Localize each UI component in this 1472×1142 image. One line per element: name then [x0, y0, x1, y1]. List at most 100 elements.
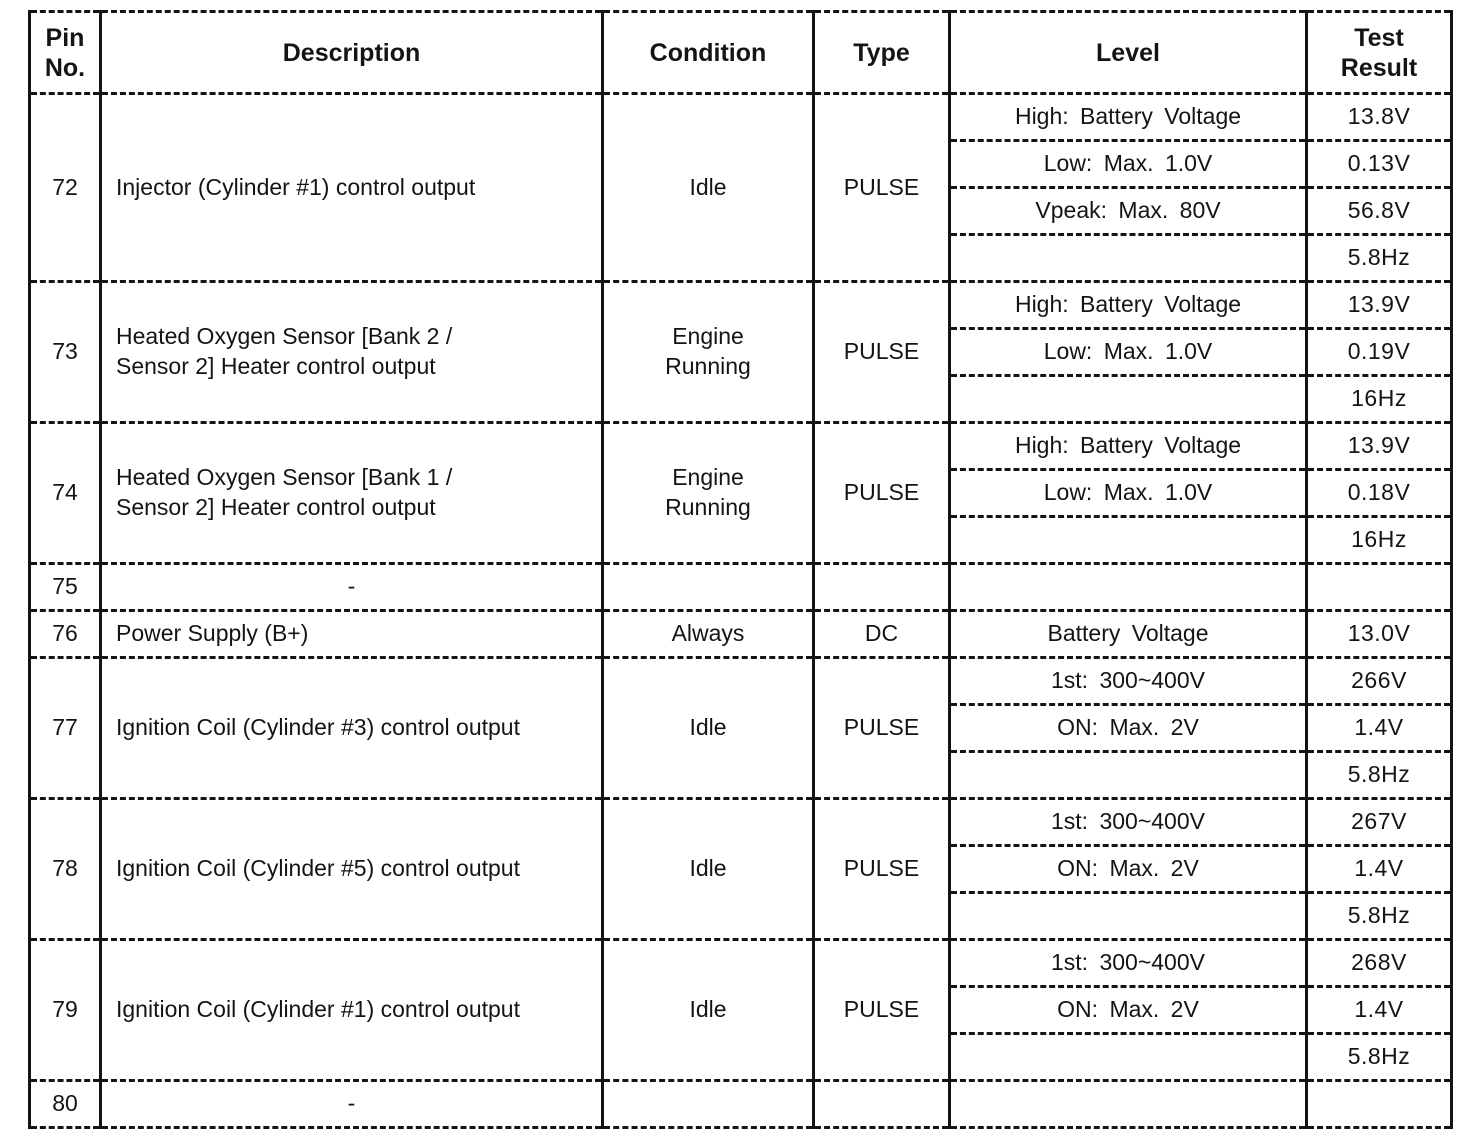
- table-body: 72 Injector (Cylinder #1) control output I…: [28, 92, 1453, 1129]
- level-cell: [948, 515, 1308, 565]
- pin-cell: 77: [28, 656, 102, 800]
- table-row: 80-: [28, 1079, 1453, 1129]
- type-cell: PULSE: [812, 421, 951, 565]
- pin-cell: 79: [28, 938, 102, 1082]
- header-row: Pin No. Description Condition Type Level Test…: [28, 10, 1453, 95]
- result-cell: 13.9V: [1305, 421, 1453, 471]
- result-cell: 0.13V: [1305, 139, 1453, 189]
- header-pin: Pin No.: [28, 10, 102, 95]
- type-cell: PULSE: [812, 92, 951, 283]
- table-row: 5.8Hz: [30, 1032, 1453, 1082]
- result-cell: 5.8Hz: [1305, 891, 1453, 941]
- result-cell: [1305, 1079, 1453, 1129]
- header-type: Type: [812, 10, 951, 95]
- result-cell: 267V: [1305, 797, 1453, 847]
- result-cell: 1.4V: [1305, 844, 1453, 894]
- table-row: 72 Injector (Cylinder #1) control output I…: [28, 92, 1453, 283]
- table-row: Low: Max. 1.0V 0.18V: [30, 468, 1453, 518]
- result-cell: 268V: [1305, 938, 1453, 988]
- table-row: ON: Max. 2V 1.4V: [30, 703, 1453, 753]
- type-cell: PULSE: [812, 938, 951, 1082]
- description-cell: -: [99, 562, 604, 612]
- result-cell: 56.8V: [1305, 186, 1453, 236]
- table-row: Vpeak: Max. 80V 56.8V: [30, 186, 1453, 236]
- result-cell: 266V: [1305, 656, 1453, 706]
- table-row: 5.8Hz: [30, 233, 1453, 283]
- result-cell: 16Hz: [1305, 374, 1453, 424]
- table-row: 16Hz: [30, 515, 1453, 565]
- condition-cell: [601, 1079, 815, 1129]
- result-cell: 0.19V: [1305, 327, 1453, 377]
- level-cell: Vpeak: Max. 80V: [948, 186, 1308, 236]
- level-cell: [948, 233, 1308, 283]
- condition-cell: [601, 562, 815, 612]
- level-cell: 1st: 300~400V: [948, 797, 1308, 847]
- result-cell: 13.9V: [1305, 280, 1453, 330]
- level-cell: ON: Max. 2V: [948, 844, 1308, 894]
- header-result: Test Result: [1305, 10, 1453, 95]
- pin-cell: 73: [28, 280, 102, 424]
- level-cell: 1st: 300~400V: [948, 938, 1308, 988]
- description-cell: Ignition Coil (Cylinder #1) control outp…: [99, 938, 604, 1082]
- pin-cell: 80: [28, 1079, 102, 1129]
- table-row: 78 Ignition Coil (Cylinder #5) control ou…: [28, 797, 1453, 941]
- level-cell: High: Battery Voltage: [948, 92, 1308, 142]
- result-cell: 5.8Hz: [1305, 233, 1453, 283]
- result-cell: 13.8V: [1305, 92, 1453, 142]
- pin-cell: 72: [28, 92, 102, 283]
- type-cell: PULSE: [812, 797, 951, 941]
- level-cell: [948, 1032, 1308, 1082]
- description-cell: Heated Oxygen Sensor [Bank 1 / Sensor 2]…: [99, 421, 604, 565]
- result-cell: 5.8Hz: [1305, 1032, 1453, 1082]
- description-cell: Heated Oxygen Sensor [Bank 2 / Sensor 2]…: [99, 280, 604, 424]
- level-cell: Low: Max. 1.0V: [948, 139, 1308, 189]
- level-cell: ON: Max. 2V: [948, 703, 1308, 753]
- ecu-pin-test-table: Pin No. Description Condition Type Level Test…: [28, 10, 1453, 1129]
- type-cell: DC: [812, 609, 951, 659]
- level-cell: Low: Max. 1.0V: [948, 327, 1308, 377]
- result-cell: 1.4V: [1305, 703, 1453, 753]
- table-row: 16Hz: [30, 374, 1453, 424]
- table-row: 74 Heated Oxygen Sensor [Bank 1 / Sensor …: [28, 421, 1453, 565]
- table-row: 77 Ignition Coil (Cylinder #3) control ou…: [28, 656, 1453, 800]
- table-row: ON: Max. 2V 1.4V: [30, 985, 1453, 1035]
- level-cell: 1st: 300~400V: [948, 656, 1308, 706]
- description-cell: -: [99, 1079, 604, 1129]
- header-level: Level: [948, 10, 1308, 95]
- level-cell: ON: Max. 2V: [948, 985, 1308, 1035]
- description-cell: Injector (Cylinder #1) control output: [99, 92, 604, 283]
- type-cell: PULSE: [812, 280, 951, 424]
- type-cell: [812, 562, 951, 612]
- table-row: Low: Max. 1.0V 0.13V: [30, 139, 1453, 189]
- header-description: Description: [99, 10, 604, 95]
- level-cell: [948, 562, 1308, 612]
- table-header: Pin No. Description Condition Type Level Test…: [28, 10, 1453, 95]
- level-cell: [948, 891, 1308, 941]
- condition-cell: Idle: [601, 656, 815, 800]
- table-row: 75-: [28, 562, 1453, 612]
- table-row: 79 Ignition Coil (Cylinder #1) control ou…: [28, 938, 1453, 1082]
- condition-cell: Engine Running: [601, 280, 815, 424]
- table-row: 5.8Hz: [30, 750, 1453, 800]
- condition-cell: Idle: [601, 797, 815, 941]
- level-cell: [948, 750, 1308, 800]
- level-cell: Battery Voltage: [948, 609, 1308, 659]
- result-cell: [1305, 562, 1453, 612]
- table-row: ON: Max. 2V 1.4V: [30, 844, 1453, 894]
- type-cell: [812, 1079, 951, 1129]
- pin-cell: 75: [28, 562, 102, 612]
- level-cell: [948, 374, 1308, 424]
- level-cell: [948, 1079, 1308, 1129]
- pin-cell: 76: [28, 609, 102, 659]
- description-cell: Ignition Coil (Cylinder #3) control outp…: [99, 656, 604, 800]
- condition-cell: Idle: [601, 938, 815, 1082]
- condition-cell: Engine Running: [601, 421, 815, 565]
- table-row: 73 Heated Oxygen Sensor [Bank 2 / Sensor …: [28, 280, 1453, 424]
- description-cell: Power Supply (B+): [99, 609, 604, 659]
- table-row: 76 Power Supply (B+) Always DC Battery Volta…: [28, 609, 1453, 659]
- result-cell: 13.0V: [1305, 609, 1453, 659]
- level-cell: High: Battery Voltage: [948, 280, 1308, 330]
- level-cell: Low: Max. 1.0V: [948, 468, 1308, 518]
- condition-cell: Idle: [601, 92, 815, 283]
